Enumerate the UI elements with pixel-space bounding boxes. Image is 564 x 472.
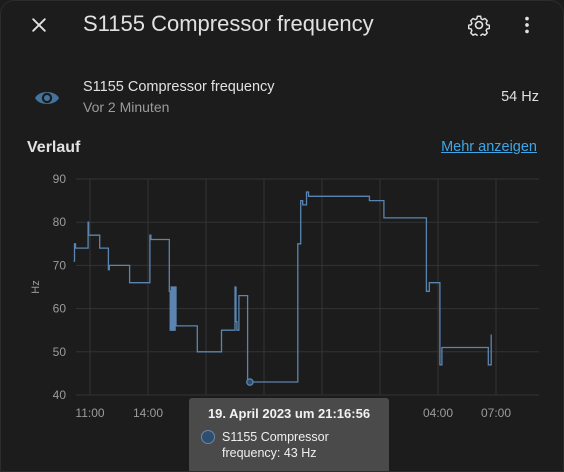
y-tick-label: 70 <box>53 258 67 272</box>
dialog-header: S1155 Compressor frequency <box>1 1 563 51</box>
y-axis-label: Hz <box>30 280 42 293</box>
y-tick-label: 40 <box>53 388 67 402</box>
menu-button[interactable] <box>507 5 547 45</box>
x-tick-label: 11:00 <box>75 406 104 420</box>
tooltip-value: frequency: 43 Hz <box>222 446 317 460</box>
entity-state: 54 Hz <box>501 89 539 105</box>
entity-name: S1155 Compressor frequency <box>83 79 275 95</box>
history-title: Verlauf <box>27 139 81 156</box>
close-button[interactable] <box>19 5 59 45</box>
show-more-link[interactable]: Mehr anzeigen <box>441 139 537 155</box>
chart-tooltip: 19. April 2023 um 21:16:56 S1155 Compres… <box>189 398 389 471</box>
x-axis-ticks: 11:00 14:00 04:00 07:00 <box>75 406 511 420</box>
tooltip-series-name: S1155 Compressor <box>222 430 329 444</box>
tooltip-title: 19. April 2023 um 21:16:56 <box>207 406 371 421</box>
settings-button[interactable] <box>459 5 499 45</box>
y-tick-label: 60 <box>53 302 67 316</box>
history-chart[interactable]: 40 50 60 70 80 90 11:00 14:00 04:00 07:00 Hz <box>1 161 564 431</box>
y-axis-ticks: 40 50 60 70 80 90 <box>53 172 67 402</box>
y-tick-label: 50 <box>53 345 67 359</box>
entity-row[interactable]: S1155 Compressor frequency Vor 2 Minuten… <box>1 71 563 125</box>
more-vert-icon <box>525 16 529 34</box>
x-tick-label: 07:00 <box>481 406 511 420</box>
series-line <box>73 191 492 383</box>
y-tick-label: 80 <box>53 215 67 229</box>
close-icon <box>32 18 46 32</box>
eye-icon <box>35 92 59 104</box>
gear-icon <box>468 15 490 36</box>
highlight-point <box>246 378 254 386</box>
chart-grid <box>76 178 539 396</box>
y-tick-label: 90 <box>53 172 67 186</box>
x-tick-label: 04:00 <box>423 406 453 420</box>
x-tick-label: 14:00 <box>133 406 163 420</box>
tooltip-series-marker <box>201 430 215 444</box>
entity-last-changed: Vor 2 Minuten <box>83 99 170 115</box>
dialog-title: S1155 Compressor frequency <box>83 11 374 36</box>
